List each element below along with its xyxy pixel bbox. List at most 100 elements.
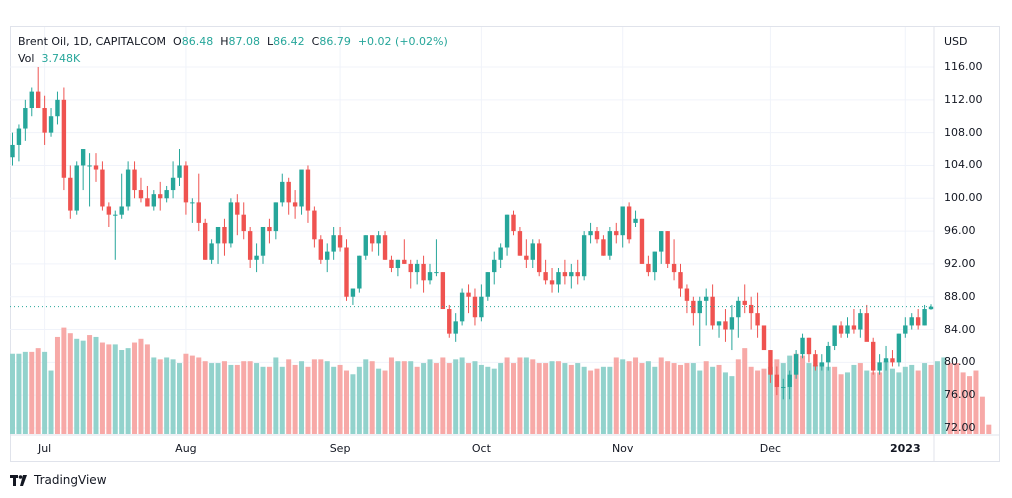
candle-body: [318, 239, 324, 260]
candle-body: [55, 99, 60, 117]
candle: [369, 235, 375, 252]
volume-bar: [568, 364, 574, 434]
candle: [800, 333, 805, 359]
volume-bar: [793, 353, 799, 434]
candle-body: [896, 333, 902, 363]
candle: [845, 317, 850, 338]
candle: [838, 321, 844, 338]
candle: [890, 350, 895, 367]
candle-body: [68, 177, 73, 211]
volume-bar: [234, 364, 240, 434]
candle-body: [414, 263, 420, 273]
candle-body: [671, 263, 677, 273]
candle-body: [800, 337, 805, 355]
volume-bar: [511, 363, 516, 434]
volume-bar: [247, 361, 253, 434]
candle-body: [292, 202, 298, 207]
time-tick-label: Aug: [175, 442, 197, 455]
candle-body: [23, 108, 28, 129]
volume-bar: [671, 363, 677, 434]
volume-bar: [157, 359, 163, 434]
candle-body: [716, 321, 722, 326]
volume-bar: [472, 361, 478, 434]
candle: [479, 284, 484, 322]
vol-label: Vol: [18, 52, 35, 65]
price-tick-label: 92.00: [944, 256, 976, 270]
candle-body: [575, 272, 580, 277]
candle-body: [626, 206, 632, 240]
volume-bar: [228, 364, 234, 434]
candle-body: [492, 259, 497, 273]
candle-body: [151, 194, 157, 207]
candle: [536, 239, 542, 277]
volume-bar: [909, 364, 915, 434]
candle-body: [915, 317, 921, 326]
volume-bar: [453, 359, 459, 434]
candle: [305, 165, 311, 223]
candle: [93, 153, 99, 182]
volume-bar: [119, 350, 125, 434]
volume-bar: [61, 327, 67, 434]
volume-bar: [979, 396, 985, 434]
candle-body: [870, 341, 876, 371]
volume-bar: [947, 363, 953, 434]
candle-body: [774, 374, 780, 387]
close-value: 86.79: [319, 35, 351, 48]
volume-bar: [652, 366, 658, 434]
volume-bar: [645, 361, 651, 434]
ohlc-legend: Brent Oil, 1D, CAPITALCOM O86.48 H87.08 …: [18, 35, 448, 48]
volume-bar: [350, 374, 356, 434]
candle: [145, 185, 150, 207]
candle-body: [742, 300, 747, 305]
candle-body: [646, 263, 651, 273]
candle: [832, 325, 837, 351]
volume-bar: [703, 361, 709, 434]
tradingview-brand[interactable]: TradingView: [10, 473, 107, 487]
volume-bar: [80, 340, 86, 434]
volume-bar: [934, 361, 940, 434]
candle: [748, 296, 754, 330]
candle-body: [286, 181, 291, 203]
volume-bar: [491, 368, 497, 434]
candle: [793, 350, 799, 379]
candle-body: [35, 91, 41, 109]
low-value: 86.42: [273, 35, 305, 48]
volume-bar: [986, 424, 992, 434]
volume-bar: [851, 364, 857, 434]
candle-body: [177, 165, 182, 178]
candle: [10, 132, 15, 166]
candle: [903, 317, 908, 338]
candle: [151, 190, 157, 211]
candle-body: [402, 259, 407, 264]
volume-bar: [446, 363, 452, 434]
candle: [389, 255, 394, 273]
volume-bar: [761, 368, 767, 434]
volume-bar: [183, 353, 189, 434]
candle: [132, 161, 137, 199]
candle-body: [556, 272, 561, 285]
candle: [569, 263, 574, 289]
candle: [350, 288, 356, 305]
candle-body: [883, 358, 889, 363]
candle-body: [100, 169, 105, 207]
candle: [48, 108, 54, 137]
candle-body: [562, 272, 568, 277]
volume-bar: [838, 374, 844, 434]
volume-bar: [466, 363, 472, 434]
candle: [74, 161, 79, 215]
candle: [466, 284, 471, 314]
volume-bar: [318, 359, 324, 434]
volume-bar: [748, 366, 754, 434]
candle: [826, 341, 831, 371]
volume-bar: [87, 335, 93, 434]
candle-body: [382, 235, 388, 260]
candle: [684, 284, 690, 314]
volume-bar: [388, 357, 394, 434]
candle: [138, 177, 144, 203]
candle-body: [748, 304, 754, 314]
candle-body: [254, 255, 259, 260]
candle-body: [164, 190, 169, 199]
candle-body: [697, 300, 702, 314]
candle-body: [659, 231, 664, 252]
